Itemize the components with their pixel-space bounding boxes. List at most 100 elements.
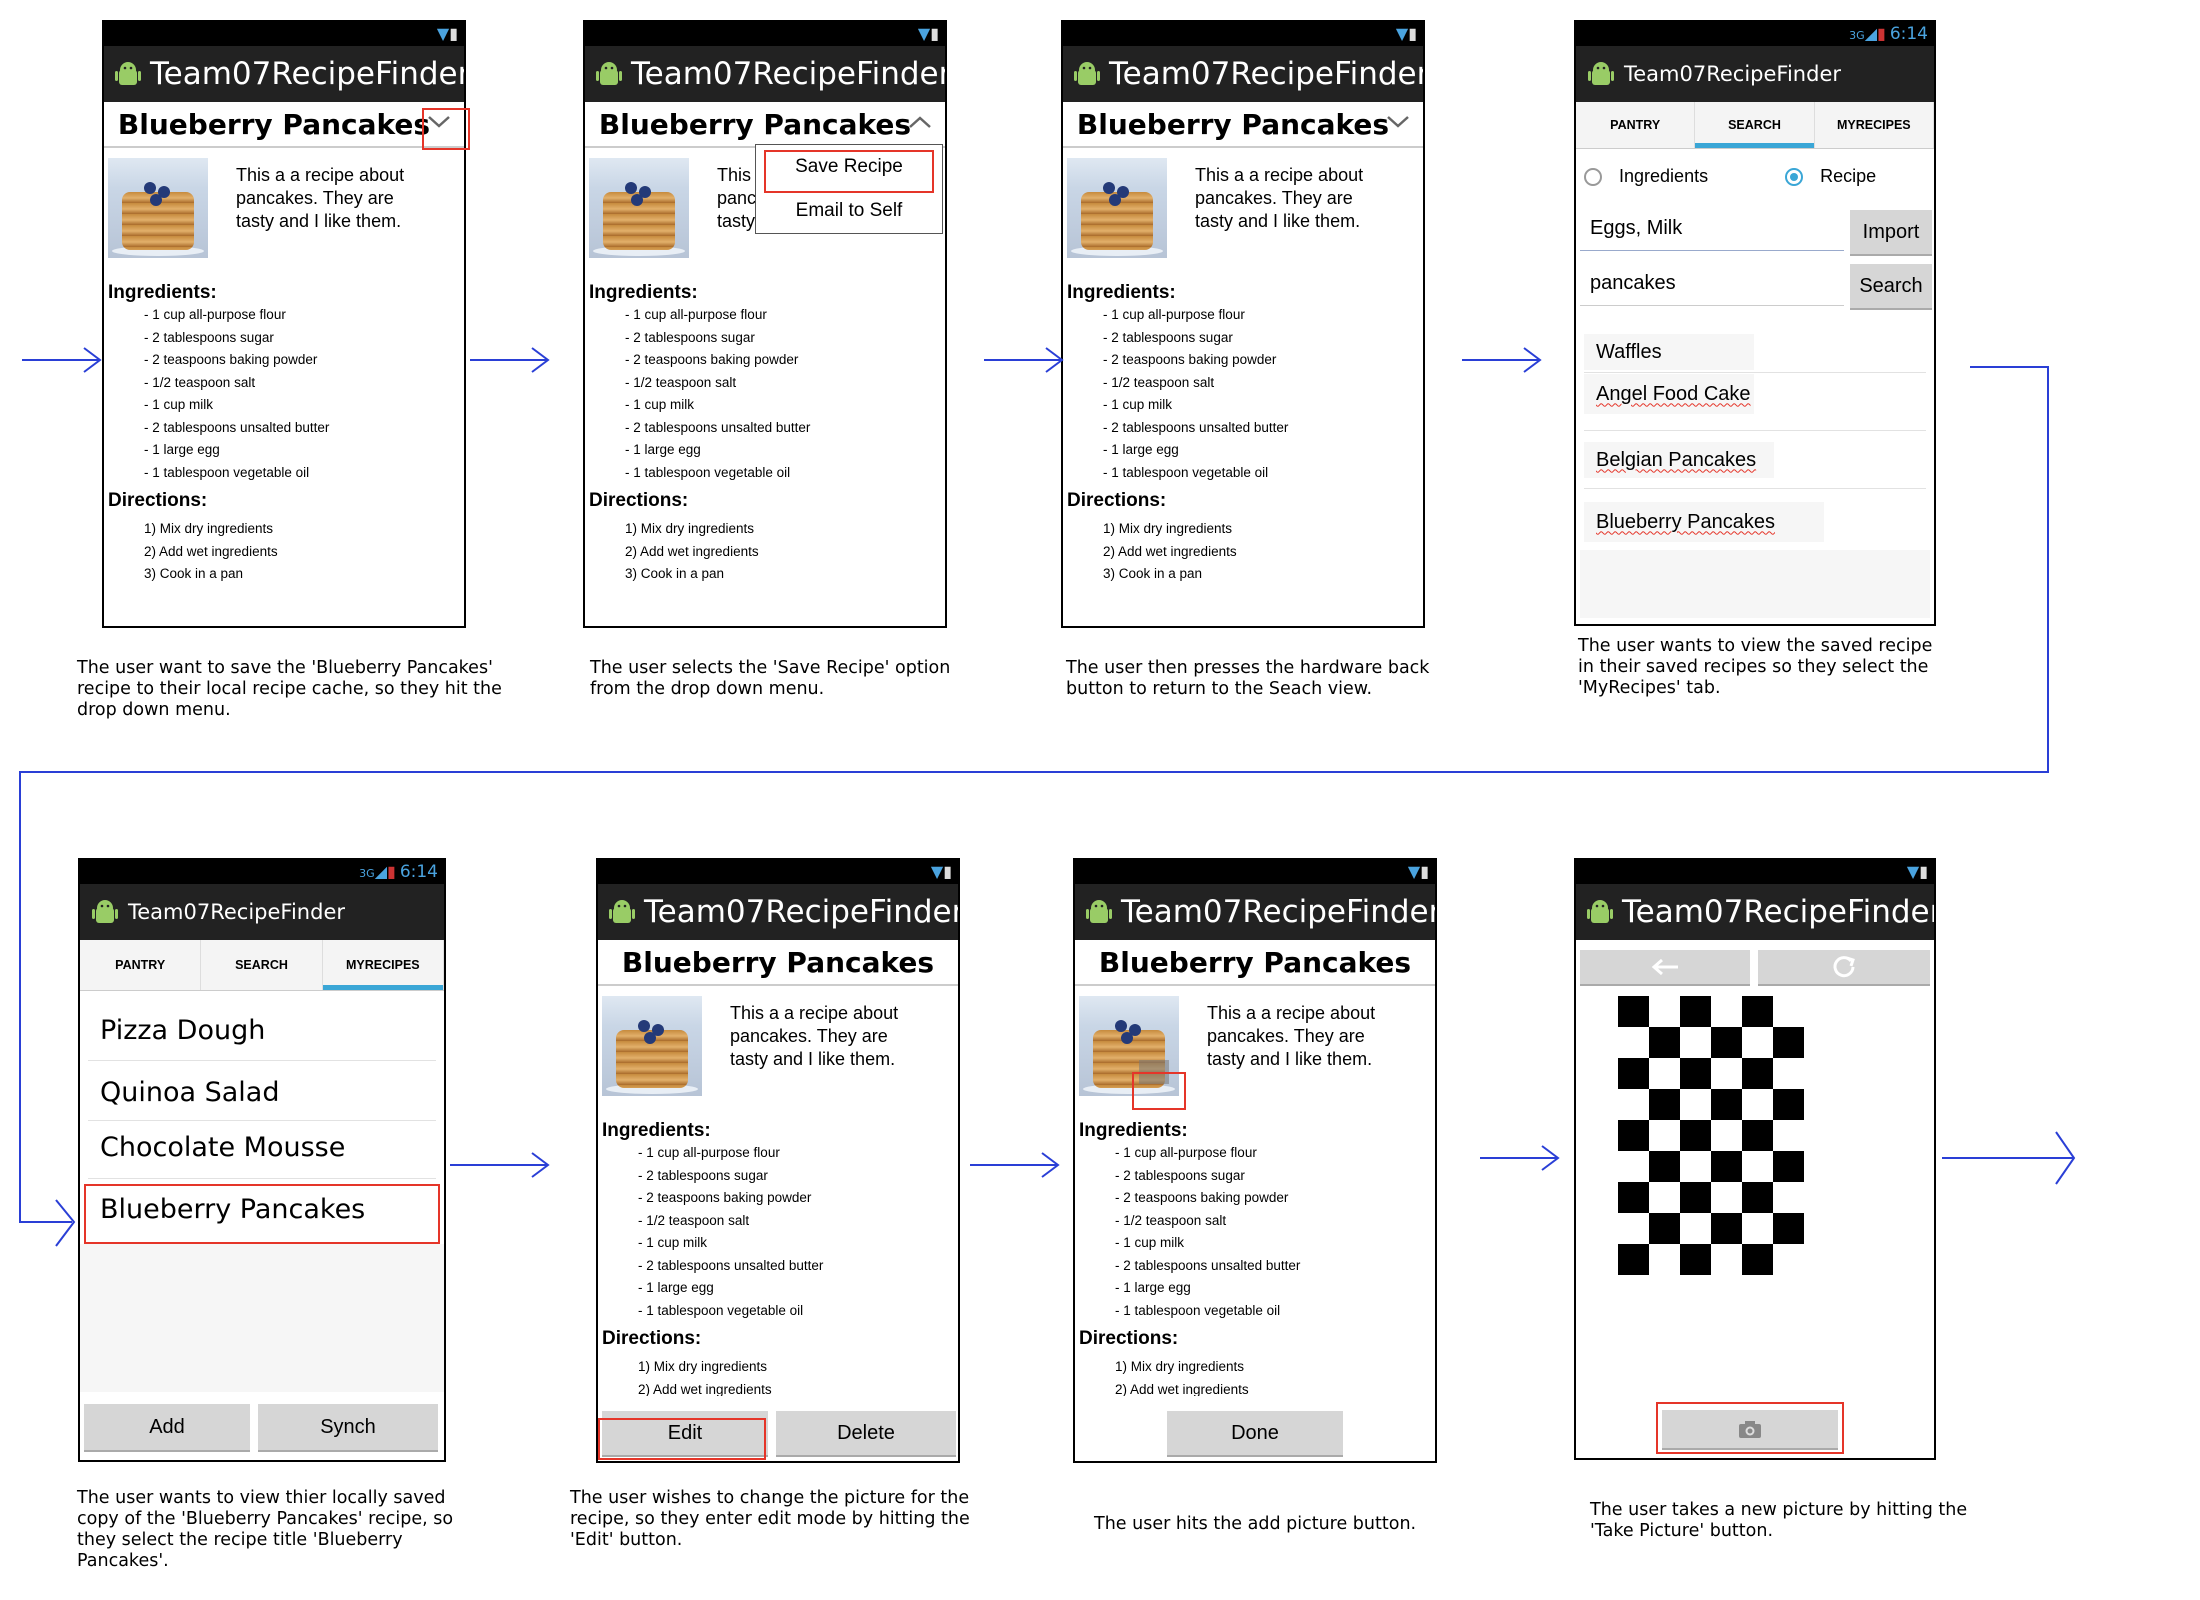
search-button[interactable]: Search	[1850, 264, 1932, 310]
screen-recipe-editmode-7: ▼▮ Team07RecipeFinder Blueberry Pancakes…	[1073, 858, 1437, 1463]
list-item: - 1 cup milk	[1103, 397, 1173, 412]
divider	[1584, 488, 1926, 489]
flow-arrow-icon	[970, 1152, 1060, 1178]
flow-arrow-icon	[470, 347, 550, 373]
list-item[interactable]: Angel Food Cake	[1584, 374, 1754, 414]
app-title: Team07RecipeFinder	[644, 894, 960, 930]
add-button[interactable]: Add	[84, 1404, 250, 1452]
list-item: - 2 tablespoons unsalted butter	[144, 419, 330, 435]
flow-arrow-icon	[22, 347, 102, 373]
android-app-icon	[1586, 897, 1614, 927]
menu-item-save-recipe[interactable]: Save Recipe	[795, 156, 903, 177]
tab-search[interactable]: SEARCH	[1695, 102, 1815, 148]
list-item: - 1 large egg	[144, 442, 220, 457]
result-label: Belgian Pancakes	[1596, 448, 1757, 471]
recipe-description: This a a recipe about pancakes. They are…	[1207, 1003, 1376, 1069]
recipe-title: Blueberry Pancakes	[1063, 102, 1423, 148]
list-empty-area	[80, 1244, 444, 1392]
recipe-image[interactable]	[1079, 996, 1179, 1096]
take-picture-button[interactable]	[1662, 1410, 1838, 1450]
list-item: - 1 cup milk	[638, 1235, 708, 1250]
list-item: - 1 cup all-purpose flour	[638, 1145, 780, 1160]
tab-pantry[interactable]: PANTRY	[80, 940, 202, 990]
radio-recipe[interactable]	[1785, 168, 1804, 187]
menu-item-email-to-self[interactable]: Email to Self	[795, 200, 903, 221]
chevron-down-icon[interactable]	[426, 110, 452, 134]
action-bar: Team07RecipeFinder	[598, 884, 958, 940]
back-arrow-icon	[1651, 958, 1678, 976]
list-item[interactable]: Blueberry Pancakes	[100, 1194, 366, 1225]
recipe-image	[602, 996, 702, 1096]
list-item: - 2 tablespoons unsalted butter	[638, 1257, 824, 1273]
list-item: - 1 tablespoon vegetable oil	[1115, 1302, 1281, 1318]
directions-list: 1) Mix dry ingredients 2) Add wet ingred…	[585, 518, 945, 586]
search-mode-radios: Ingredients Recipe	[1584, 166, 1876, 187]
done-button[interactable]: Done	[1167, 1411, 1343, 1457]
list-item[interactable]: Waffles	[1584, 334, 1754, 370]
flow-arrow-icon	[1480, 1145, 1560, 1171]
list-item[interactable]: Blueberry Pancakes	[1584, 502, 1824, 542]
list-item: - 1 cup all-purpose flour	[144, 307, 286, 322]
recipe-title-text: Blueberry Pancakes	[621, 945, 935, 979]
caption-step-1: The user want to save the 'Blueberry Pan…	[77, 658, 502, 720]
list-item: - 1 tablespoon vegetable oil	[625, 464, 791, 480]
list-item[interactable]: Pizza Dough	[100, 1015, 266, 1046]
highlight-take-picture	[1656, 1402, 1844, 1454]
import-button[interactable]: Import	[1850, 210, 1932, 256]
tab-pantry[interactable]: PANTRY	[1576, 102, 1696, 148]
list-item: 2) Add wet ingredients	[1103, 543, 1237, 559]
list-item: - 2 tablespoons sugar	[638, 1167, 768, 1183]
tab-myrecipes[interactable]: MYRECIPES	[1815, 102, 1934, 148]
list-item: - 2 tablespoons unsalted butter	[1103, 419, 1289, 435]
result-label: Waffles	[1596, 340, 1662, 363]
radio-ingredients[interactable]	[1584, 168, 1602, 187]
list-item: - 2 teaspoons baking powder	[144, 352, 318, 367]
highlight-add-picture	[1132, 1072, 1186, 1110]
action-bar: Team07RecipeFinder	[1576, 46, 1934, 102]
list-item: - 1 cup milk	[144, 397, 214, 412]
recipe-description: This a a recipe about pancakes. They are…	[1195, 165, 1364, 231]
rotate-button[interactable]	[1758, 950, 1930, 986]
delete-button[interactable]: Delete	[776, 1411, 956, 1457]
app-title: Team07RecipeFinder	[631, 56, 947, 92]
status-bar: ▼▮	[104, 22, 464, 46]
recipe-image	[108, 158, 208, 258]
directions-heading: Directions:	[589, 490, 689, 511]
divider	[1584, 430, 1926, 431]
recipe-image	[589, 158, 689, 258]
list-item: 3) Cook in a pan	[1103, 566, 1203, 581]
list-item: 2) Add wet ingredients	[638, 1381, 772, 1397]
camera-preview-checkerboard	[1618, 996, 1804, 1275]
status-clock: 6:14	[399, 862, 438, 882]
recipe-title: Blueberry Pancakes	[1075, 940, 1435, 986]
recipe-title-text: Blueberry Pancakes	[1076, 107, 1390, 141]
list-item[interactable]: Quinoa Salad	[100, 1077, 280, 1108]
screen-camera-8: ▼▮ Team07RecipeFinder	[1574, 858, 1936, 1460]
synch-button[interactable]: Synch	[258, 1404, 438, 1452]
result-label: Blueberry Pancakes	[1596, 510, 1775, 533]
directions-list: 1) Mix dry ingredients 2) Add wet ingred…	[1063, 518, 1423, 586]
search-input[interactable]: pancakes	[1580, 262, 1844, 306]
list-item: - 1 cup milk	[1115, 1235, 1185, 1250]
back-button[interactable]	[1580, 950, 1750, 986]
list-item[interactable]: Chocolate Mousse	[100, 1132, 346, 1163]
android-app-icon	[595, 59, 623, 89]
tab-myrecipes[interactable]: MYRECIPES	[322, 940, 444, 990]
highlight-blueberry-item	[84, 1184, 440, 1244]
status-bar: 3G◢▮ 6:14	[80, 860, 444, 884]
status-bar: ▼▮	[1576, 860, 1934, 884]
ingredients-heading: Ingredients:	[1067, 282, 1176, 303]
list-item[interactable]: Belgian Pancakes	[1584, 442, 1774, 478]
list-item: 1) Mix dry ingredients	[1103, 521, 1233, 536]
tab-search[interactable]: SEARCH	[201, 940, 323, 990]
highlight-save-recipe	[764, 150, 934, 193]
directions-list: 1) Mix dry ingredients 2) Add wet ingred…	[598, 1356, 958, 1396]
chevron-down-icon[interactable]	[1385, 110, 1411, 134]
radio-ingredients-label: Ingredients	[1619, 166, 1709, 186]
list-item: - 1 large egg	[625, 442, 701, 457]
list-item: - 2 tablespoons sugar	[1115, 1167, 1245, 1183]
list-item: - 1 large egg	[638, 1280, 714, 1295]
ingredients-input[interactable]: Eggs, Milk	[1580, 207, 1844, 251]
ingredients-list: - 1 cup all-purpose flour - 2 tablespoon…	[1075, 1142, 1435, 1322]
chevron-up-icon[interactable]	[907, 110, 933, 134]
